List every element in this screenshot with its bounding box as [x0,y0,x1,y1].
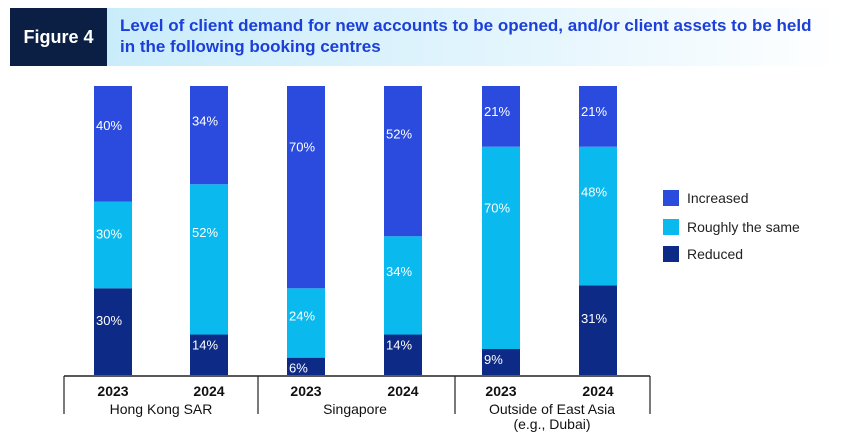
bar-segment-reduced [94,288,132,375]
data-label-increased: 34% [192,114,218,129]
bar-segment-increased [482,86,520,147]
data-label-roughly-the-same: 34% [386,264,412,279]
data-label-increased: 21% [484,104,510,119]
bar-segment-reduced [287,357,325,375]
bar-segment-increased [94,86,132,202]
bar-segment-reduced [384,334,422,375]
group-label: Singapore [323,401,387,417]
title-banner: Level of client demand for new accounts … [107,8,840,66]
group-label: Outside of East Asia [489,401,615,417]
bar-segment-increased [287,86,325,289]
x-tick-label: 2024 [193,383,224,399]
group-label: Hong Kong SAR [110,401,213,417]
data-label-reduced: 14% [386,338,412,353]
bar-segment-roughly-the-same [94,201,132,289]
x-tick-label: 2023 [290,383,321,399]
bar-segment-reduced [579,285,617,375]
bar-segment-reduced [190,334,228,375]
group-label: (e.g., Dubai) [513,416,590,432]
x-tick-label: 2024 [387,383,418,399]
x-tick-label: 2023 [97,383,128,399]
legend-swatch-reduced [663,246,679,262]
bar-segment-roughly-the-same [287,288,325,358]
legend-label-roughly-the-same: Roughly the same [687,219,800,235]
data-label-reduced: 31% [581,311,607,326]
figure-label: Figure 4 [10,8,107,66]
data-label-reduced: 30% [96,313,122,328]
bar-segment-roughly-the-same [579,146,617,286]
data-label-roughly-the-same: 24% [289,309,315,324]
legend-swatch-roughly-the-same [663,219,679,235]
bar-segment-reduced [482,348,520,375]
bar-segment-roughly-the-same [190,184,228,335]
chart-title: Level of client demand for new accounts … [120,16,812,56]
bar-segment-roughly-the-same [482,146,520,349]
data-label-roughly-the-same: 48% [581,184,607,199]
legend-label-reduced: Reduced [687,246,743,262]
bar-segment-increased [579,86,617,147]
data-label-reduced: 6% [289,361,308,376]
data-label-roughly-the-same: 30% [96,226,122,241]
data-label-roughly-the-same: 70% [484,200,510,215]
data-label-increased: 40% [96,118,122,133]
data-label-increased: 21% [581,104,607,119]
x-tick-label: 2023 [485,383,516,399]
data-label-roughly-the-same: 52% [192,225,218,240]
data-label-reduced: 9% [484,352,503,367]
bar-segment-roughly-the-same [384,236,422,335]
data-label-increased: 52% [386,127,412,142]
x-tick-label: 2024 [582,383,613,399]
bar-segment-increased [190,86,228,185]
legend-swatch-increased [663,190,679,206]
data-label-reduced: 14% [192,338,218,353]
bar-segment-increased [384,86,422,237]
data-label-increased: 70% [289,140,315,155]
figure-header: Figure 4 Level of client demand for new … [10,8,840,66]
legend-label-increased: Increased [687,190,748,206]
